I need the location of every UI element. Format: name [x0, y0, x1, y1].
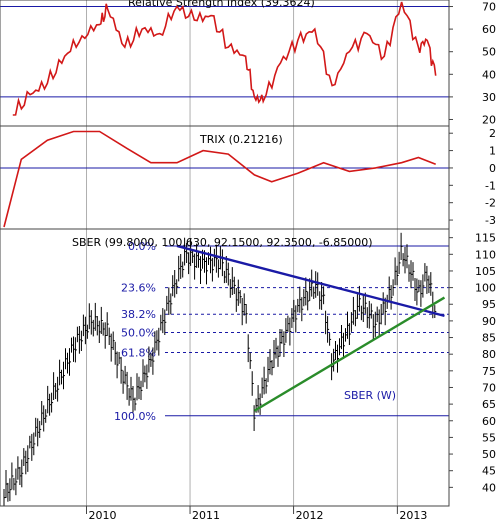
- trix-series-line: [3, 130, 436, 228]
- fibonacci-label: 50.0%: [121, 327, 156, 340]
- price-panel-frame: [0, 228, 450, 507]
- trix-title: TRIX (0.21216): [199, 133, 283, 146]
- rsi-y-tick-label: 30: [482, 91, 496, 104]
- price-y-tick-label: 100: [475, 282, 496, 295]
- price-y-tick-label: 105: [475, 265, 496, 278]
- price-y-tick-label: 65: [482, 398, 496, 411]
- trix-y-ticks: 2 1 0 -1 -2 -3: [449, 127, 496, 227]
- rsi-title: Relative Strength Index (39.3624): [128, 0, 315, 9]
- trendlines: [176, 244, 446, 412]
- x-tick-label: 2010: [89, 509, 117, 521]
- price-y-tick-label: 90: [482, 315, 496, 328]
- price-y-tick-label: 60: [482, 415, 496, 428]
- price-x-ticks: 2010 2011 2012 2013: [86, 506, 427, 521]
- price-panel: 0.0% 23.6% 38.2% 50.0% 61.8% 100.0% SBER (99.…: [3, 232, 496, 521]
- x-tick-label: 2011: [192, 509, 220, 521]
- rsi-y-tick-label: 20: [482, 113, 496, 126]
- price-y-tick-label: 50: [482, 448, 496, 461]
- price-y-tick-label: 40: [482, 481, 496, 494]
- rsi-y-ticks: 70 60 50 40 30 20: [449, 1, 496, 126]
- x-tick-label: 2012: [296, 509, 324, 521]
- support-trendline: [253, 296, 446, 412]
- trix-y-tick-label: 0: [489, 162, 496, 175]
- price-y-tick-label: 45: [482, 465, 496, 478]
- rsi-y-tick-label: 40: [482, 68, 496, 81]
- trix-y-tick-label: -1: [485, 179, 496, 192]
- trix-panel: TRIX (0.21216) 2 1 0 -1 -2 -3: [0, 127, 496, 228]
- rsi-y-tick-label: 50: [482, 46, 496, 59]
- trix-y-tick-label: -2: [485, 197, 496, 210]
- trix-y-tick-label: 1: [489, 145, 496, 158]
- series-label: SBER (W): [344, 389, 396, 402]
- resistance-trendline: [176, 244, 445, 318]
- fibonacci-label: 100.0%: [114, 410, 156, 423]
- trix-y-tick-label: 2: [489, 127, 496, 140]
- price-y-tick-label: 95: [482, 298, 496, 311]
- chart-grid: [86, 0, 398, 506]
- fibonacci-label: 23.6%: [121, 282, 156, 295]
- price-y-tick-label: 85: [482, 332, 496, 345]
- rsi-reference-lines: [0, 6, 449, 98]
- price-bars: [3, 232, 437, 507]
- rsi-panel: Relative Strength Index (39.3624) 70 60 50…: [0, 0, 496, 126]
- price-y-tick-label: 75: [482, 365, 496, 378]
- price-y-tick-label: 80: [482, 348, 496, 361]
- fibonacci-label: 61.8%: [121, 347, 156, 360]
- trix-y-tick-label: -3: [485, 214, 496, 227]
- x-tick-label: 2013: [399, 509, 427, 521]
- price-y-tick-label: 55: [482, 431, 496, 444]
- price-title: SBER (99.8000, 100.630, 92.1500, 92.3500…: [72, 236, 373, 249]
- price-y-tick-label: 70: [482, 381, 496, 394]
- rsi-y-tick-label: 70: [482, 1, 496, 14]
- fibonacci-label: 0.0%: [128, 240, 156, 253]
- rsi-y-tick-label: 60: [482, 23, 496, 36]
- price-y-ticks: 115 110 105 100 95 90 85 80 75 70 65 60 55 50 45 40: [449, 232, 496, 494]
- price-y-tick-label: 115: [475, 232, 496, 245]
- rsi-series-line: [12, 1, 437, 116]
- fibonacci-label: 38.2%: [121, 308, 156, 321]
- price-y-tick-label: 110: [475, 248, 496, 261]
